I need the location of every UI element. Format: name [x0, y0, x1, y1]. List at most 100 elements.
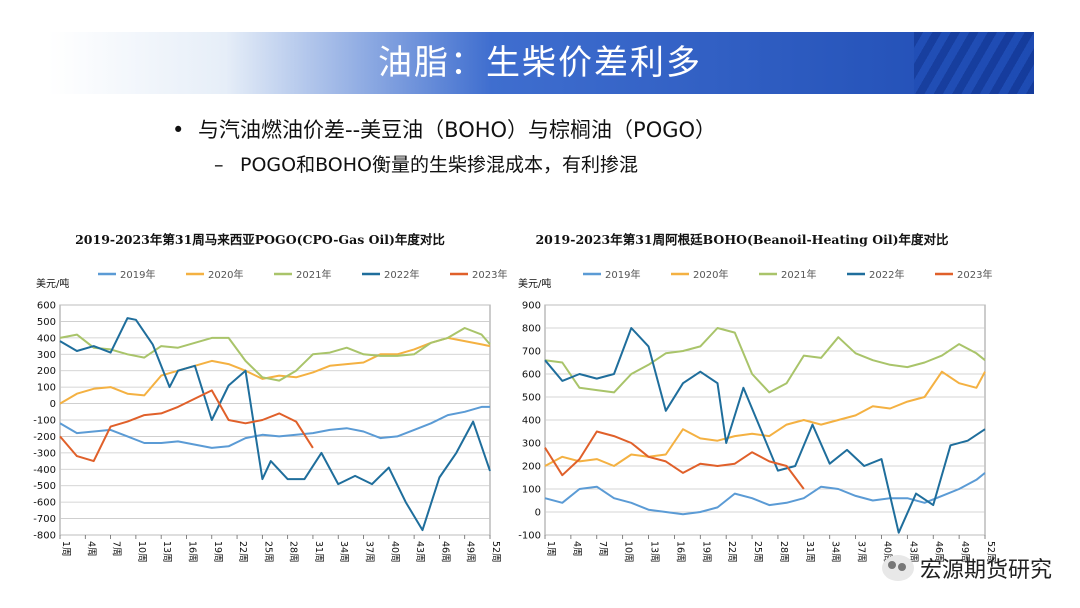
series-line-2019年 [544, 472, 986, 516]
chart-title: 2019-2023年第31周马来西亚POGO(CPO-Gas Oil)年度对比 [75, 232, 445, 247]
title-bar [48, 32, 1034, 94]
x-tick-label: 49周 [465, 541, 476, 563]
x-tick-label: 10周 [136, 541, 147, 563]
x-tick-label: 31周 [804, 541, 815, 563]
y-tick-label: 800 [522, 324, 541, 335]
series-line-2020年 [544, 370, 986, 467]
x-tick-label: 28周 [288, 541, 299, 563]
x-tick-label: 31周 [313, 541, 324, 563]
y-tick-label: -200 [33, 432, 56, 443]
y-tick-label: -100 [33, 416, 56, 427]
x-tick-label: 22周 [726, 541, 737, 563]
y-tick-label: 900 [522, 301, 541, 312]
y-tick-label: 600 [522, 370, 541, 381]
x-tick-label: 22周 [237, 541, 248, 563]
y-tick-label: 100 [522, 485, 541, 496]
y-tick-label: 400 [522, 416, 541, 427]
title-bar-stripe [914, 32, 1034, 94]
x-tick-label: 37周 [856, 541, 867, 563]
x-tick-label: 46周 [933, 541, 944, 563]
x-tick-label: 52周 [490, 541, 501, 563]
x-tick-label: 34周 [830, 541, 841, 563]
y-tick-label: 300 [522, 439, 541, 450]
legend-label: 2019年 [120, 268, 155, 281]
x-tick-label: 7周 [597, 541, 608, 557]
legend-label: 2022年 [869, 268, 904, 281]
x-tick-label: 40周 [881, 541, 892, 563]
y-tick-label: -600 [33, 498, 56, 509]
y-tick-label: 0 [535, 508, 541, 519]
x-tick-label: 16周 [674, 541, 685, 563]
legend-label: 2020年 [208, 268, 243, 281]
chart-boho: 2019-2023年第31周阿根廷BOHO(Beanoil-Heating Oi… [518, 232, 996, 563]
y-tick-label: 500 [37, 317, 56, 328]
series-line-2022年 [59, 317, 491, 532]
y-tick-label: -100 [518, 531, 541, 542]
y-tick-label: -500 [33, 481, 56, 492]
legend-label: 2023年 [472, 268, 507, 281]
x-tick-label: 19周 [212, 541, 223, 563]
x-tick-label: 46周 [439, 541, 450, 563]
x-tick-label: 19周 [700, 541, 711, 563]
x-tick-label: 37周 [364, 541, 375, 563]
series-line-2019年 [59, 405, 490, 449]
x-tick-label: 52周 [985, 541, 996, 563]
x-tick-label: 13周 [649, 541, 660, 563]
series-line-2021年 [544, 327, 986, 394]
x-tick-label: 25周 [752, 541, 763, 563]
legend-label: 2019年 [605, 268, 640, 281]
x-tick-label: 25周 [262, 541, 273, 563]
sub-bullet-item: – POGO和BOHO衡量的生柴掺混成本，有利掺混 [214, 150, 638, 177]
series-line-2022年 [544, 327, 986, 534]
watermark-text: 宏源期货研究 [919, 558, 1052, 583]
slide-title: 油脂：生柴价差利多 [378, 43, 702, 83]
x-tick-label: 43周 [414, 541, 425, 563]
y-tick-label: 700 [522, 347, 541, 358]
y-tick-label: 200 [37, 366, 56, 377]
y-tick-label: 600 [37, 301, 56, 312]
x-tick-label: 13周 [161, 541, 172, 563]
chart-title: 2019-2023年第31周阿根廷BOHO(Beanoil-Heating Oi… [535, 232, 949, 247]
y-tick-label: 100 [37, 383, 56, 394]
series-line-2021年 [59, 327, 491, 382]
bullet-item: • 与汽油燃油价差--美豆油（BOHO）与棕榈油（POGO） [172, 114, 716, 144]
y-tick-label: -400 [33, 465, 56, 476]
x-tick-label: 1周 [60, 541, 71, 557]
x-tick-label: 1周 [545, 541, 556, 557]
y-tick-label: 0 [50, 399, 56, 410]
x-tick-label: 16周 [186, 541, 197, 563]
y-tick-label: -300 [33, 448, 56, 459]
x-tick-label: 10周 [623, 541, 634, 563]
y-tick-label: 300 [37, 350, 56, 361]
y-tick-label: 400 [37, 333, 56, 344]
legend-label: 2021年 [781, 268, 816, 281]
x-tick-label: 34周 [338, 541, 349, 563]
brand-watermark: 宏源期货研究 [881, 552, 1052, 584]
legend-label: 2020年 [693, 268, 728, 281]
legend-label: 2022年 [384, 268, 419, 281]
x-tick-label: 43周 [907, 541, 918, 563]
sub-bullet-dash-icon: – [214, 154, 224, 176]
x-tick-label: 7周 [111, 541, 122, 557]
legend-label: 2021年 [296, 268, 331, 281]
series-line-2020年 [59, 336, 491, 405]
x-tick-label: 40周 [389, 541, 400, 563]
x-tick-label: 49周 [959, 541, 970, 563]
legend-label: 2023年 [957, 268, 992, 281]
bullet-text: 与汽油燃油价差--美豆油（BOHO）与棕榈油（POGO） [198, 118, 717, 142]
sub-bullet-text: POGO和BOHO衡量的生柴掺混成本，有利掺混 [240, 154, 638, 176]
chart-pogo: 2019-2023年第31周马来西亚POGO(CPO-Gas Oil)年度对比美… [33, 232, 507, 563]
x-tick-label: 28周 [778, 541, 789, 563]
bullet-dot-icon: • [172, 118, 185, 142]
y-axis-label: 美元/吨 [518, 277, 551, 290]
x-tick-label: 4周 [571, 541, 582, 557]
series-line-2023年 [59, 389, 314, 463]
y-tick-label: -700 [33, 514, 56, 525]
y-axis-label: 美元/吨 [36, 277, 69, 290]
x-tick-label: 4周 [85, 541, 96, 557]
wechat-logo-icon [881, 555, 914, 581]
series-line-2023年 [544, 430, 805, 490]
y-tick-label: -800 [33, 531, 56, 542]
y-tick-label: 200 [522, 462, 541, 473]
